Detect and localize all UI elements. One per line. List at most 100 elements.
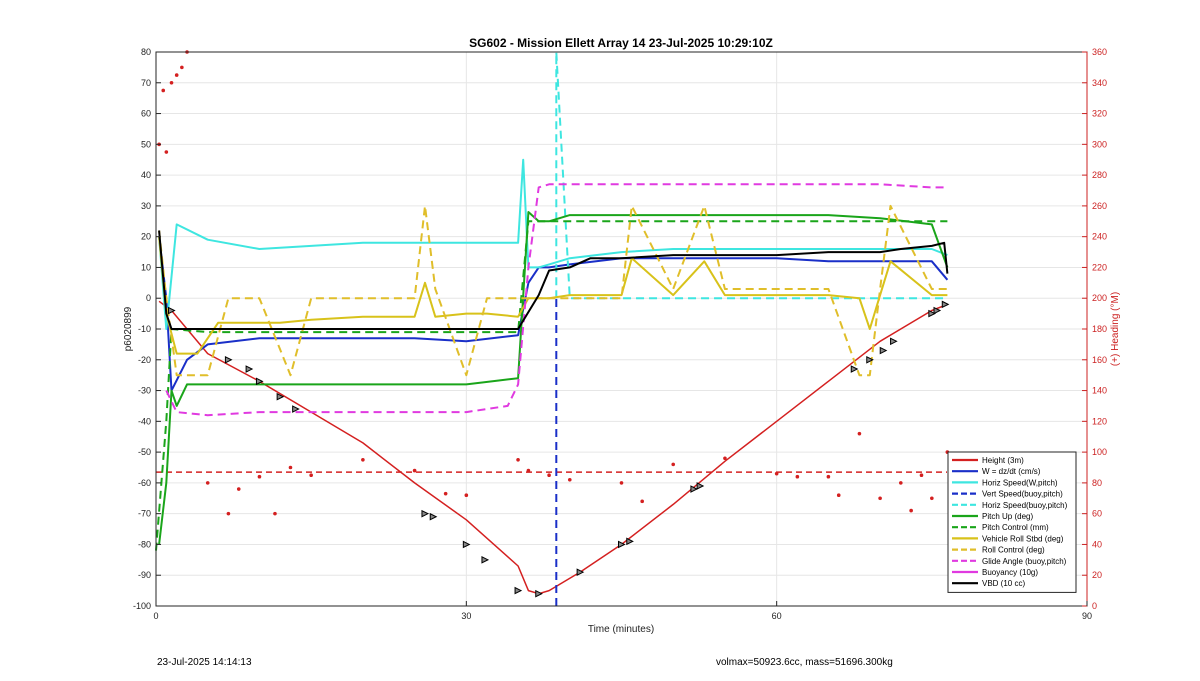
heading-point bbox=[180, 65, 184, 70]
heading-point bbox=[878, 496, 882, 501]
heading-point bbox=[547, 473, 551, 477]
axes: 80706050403020100-10-20-30-40-50-60-70-8… bbox=[133, 47, 1107, 621]
y-tick-label: -80 bbox=[138, 539, 151, 549]
dive-marker bbox=[626, 537, 634, 546]
y2-tick-label: 120 bbox=[1092, 416, 1107, 426]
heading-point bbox=[257, 474, 262, 479]
legend-label: Buoyancy (10g) bbox=[982, 568, 1038, 577]
heading-point bbox=[526, 468, 531, 473]
legend-box bbox=[947, 451, 1077, 593]
series-line-9 bbox=[165, 183, 948, 417]
y-tick-label: -30 bbox=[138, 386, 151, 396]
chart-title: SG602 - Mission Ellett Array 14 23-Jul-2… bbox=[469, 36, 773, 50]
heading-point bbox=[412, 468, 417, 473]
heading-point bbox=[174, 73, 179, 77]
dive-marker bbox=[255, 377, 264, 386]
heading-point bbox=[909, 508, 913, 513]
y2-tick-label: 100 bbox=[1092, 447, 1107, 457]
dive-marker bbox=[879, 346, 888, 355]
y-tick-label: 70 bbox=[141, 78, 151, 88]
series-line-0 bbox=[158, 300, 948, 595]
series-line-7 bbox=[158, 236, 948, 355]
x-tick-label: 60 bbox=[772, 611, 782, 621]
y-tick-label: 60 bbox=[141, 109, 151, 119]
y-tick-label: -90 bbox=[138, 570, 151, 580]
x-tick-label: 30 bbox=[461, 611, 471, 621]
y2-tick-label: 40 bbox=[1092, 539, 1102, 549]
heading-point bbox=[164, 150, 169, 154]
dive-marker bbox=[941, 300, 950, 309]
dive-marker bbox=[618, 540, 626, 549]
legend-label: Pitch Up (deg) bbox=[982, 512, 1033, 521]
y-tick-label: -40 bbox=[138, 416, 151, 426]
dive-marker bbox=[168, 306, 176, 315]
y2-tick-label: 160 bbox=[1092, 355, 1107, 365]
dive-markers bbox=[168, 300, 950, 598]
dive-marker bbox=[696, 482, 705, 490]
y-tick-label: -60 bbox=[138, 478, 151, 488]
heading-point bbox=[619, 481, 624, 485]
y-tick-label: 80 bbox=[141, 47, 151, 57]
heading-point bbox=[169, 80, 174, 85]
y-tick-label: -10 bbox=[138, 324, 151, 334]
y-tick-label: 40 bbox=[141, 170, 151, 180]
y-tick-label: -100 bbox=[133, 601, 151, 611]
series-line-6 bbox=[155, 220, 948, 551]
heading-point bbox=[857, 431, 862, 436]
heading-point bbox=[464, 493, 469, 498]
heading-point bbox=[236, 487, 241, 491]
y2-tick-label: 340 bbox=[1092, 78, 1107, 88]
dive-marker bbox=[421, 509, 430, 518]
y2-tick-label: 0 bbox=[1092, 601, 1097, 611]
heading-point bbox=[205, 481, 210, 485]
heading-point bbox=[723, 456, 727, 461]
x-tick-label: 0 bbox=[153, 611, 158, 621]
y2-tick-label: 200 bbox=[1092, 293, 1107, 303]
y2-tick-label: 240 bbox=[1092, 232, 1107, 242]
heading-point bbox=[273, 511, 277, 516]
footer-timestamp: 23-Jul-2025 14:14:13 bbox=[157, 657, 252, 668]
dive-marker bbox=[866, 355, 874, 364]
dive-marker bbox=[481, 556, 490, 564]
heading-point bbox=[899, 481, 903, 485]
dive-marker bbox=[535, 589, 543, 598]
y2-tick-label: 220 bbox=[1092, 262, 1107, 272]
heading-point bbox=[516, 458, 520, 462]
heading-point bbox=[443, 491, 448, 496]
legend-label: Vert Speed(buoy,pitch) bbox=[982, 490, 1063, 499]
legend-label: Vehicle Roll Stbd (deg) bbox=[982, 534, 1064, 543]
y2-tick-label: 140 bbox=[1092, 386, 1107, 396]
y2-tick-label: 60 bbox=[1092, 509, 1102, 519]
y-tick-label: -50 bbox=[138, 447, 151, 457]
heading-point bbox=[226, 511, 231, 516]
legend-label: W = dz/dt (cm/s) bbox=[982, 467, 1041, 476]
series-line-4 bbox=[555, 51, 948, 300]
dive-marker bbox=[292, 405, 300, 413]
heading-point bbox=[161, 88, 166, 93]
series-line-5 bbox=[158, 211, 949, 545]
heading-point bbox=[309, 473, 313, 477]
heading-point bbox=[640, 499, 644, 504]
y-axis-label: p6020899 bbox=[123, 306, 134, 351]
y2-axis-label: (+) Heading (°M) bbox=[1110, 292, 1121, 366]
y-tick-label: 10 bbox=[141, 262, 151, 272]
heading-point bbox=[930, 496, 934, 501]
y2-tick-label: 20 bbox=[1092, 570, 1102, 580]
dive-marker bbox=[224, 355, 233, 364]
series-line-1 bbox=[158, 236, 949, 392]
x-axis-label: Time (minutes) bbox=[588, 624, 654, 635]
legend-label: Horiz Speed(buoy,pitch) bbox=[982, 501, 1068, 510]
heading-point bbox=[919, 473, 924, 477]
legend-label: Horiz Speed(W,pitch) bbox=[982, 478, 1058, 487]
heading-point bbox=[826, 474, 831, 479]
legend: Height (3m) W = dz/dt (cm/s) Horiz Speed(W… bbox=[947, 451, 1077, 593]
dive-marker bbox=[890, 337, 898, 346]
dive-marker bbox=[928, 309, 936, 318]
y2-tick-label: 360 bbox=[1092, 47, 1107, 57]
series-line-8 bbox=[158, 204, 948, 377]
heading-point bbox=[774, 471, 779, 476]
y2-tick-label: 180 bbox=[1092, 324, 1107, 334]
heading-point bbox=[795, 474, 800, 479]
dive-marker bbox=[576, 568, 585, 576]
